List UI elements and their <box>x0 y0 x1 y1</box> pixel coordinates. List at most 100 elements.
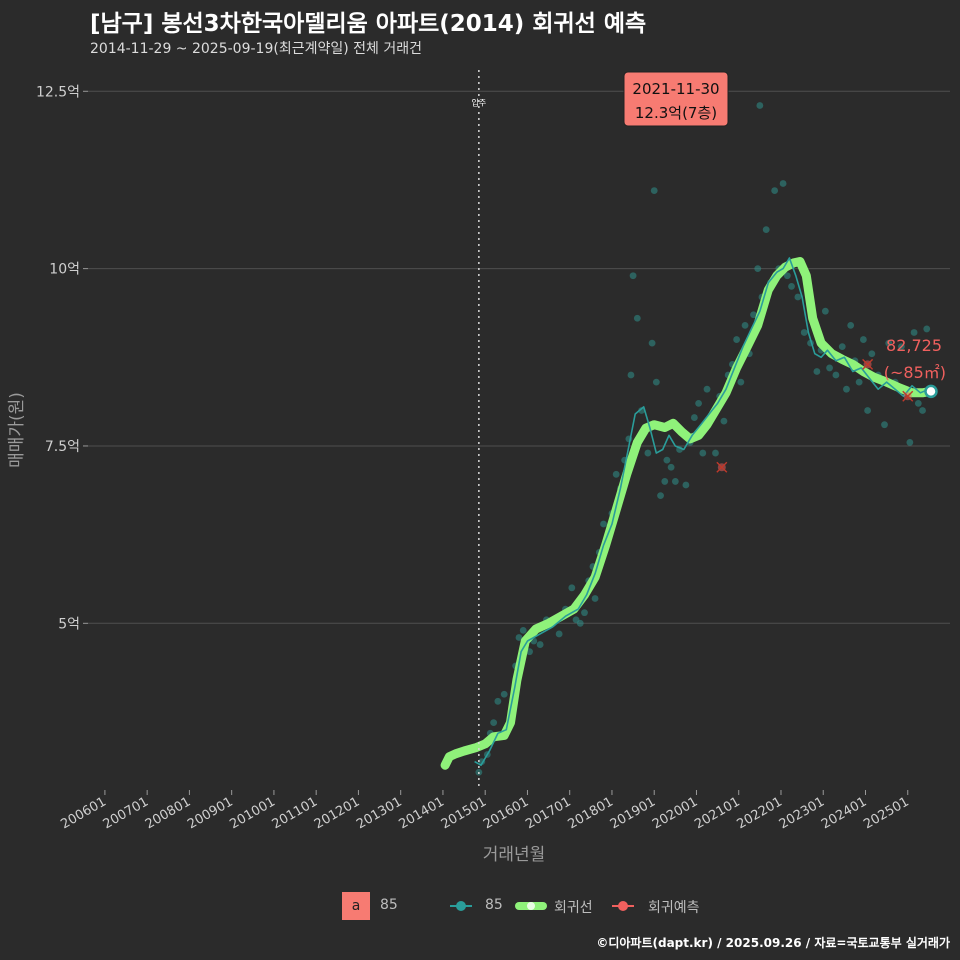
chart-title: [남구] 봉선3차한국아델리움 아파트(2014) 회귀선 예측 <box>90 11 647 37</box>
transaction-point <box>762 226 770 234</box>
transaction-point <box>682 481 690 489</box>
transaction-point <box>720 417 728 425</box>
x-tick-label: 200601 <box>58 794 108 832</box>
transaction-point <box>638 407 645 414</box>
transaction-point <box>555 630 563 638</box>
latest-point <box>924 384 938 399</box>
transaction-point <box>500 690 508 698</box>
transaction-point <box>568 584 576 592</box>
x-tick-label: 201201 <box>312 794 362 832</box>
transaction-point <box>648 339 656 347</box>
x-tick-label: 200701 <box>101 794 151 832</box>
legend-forecast-label: 회귀예측 <box>648 900 700 916</box>
y-tick-label: 7.5억 <box>45 439 80 455</box>
legend-forecast-dot <box>618 901 628 911</box>
y-tick-label: 5억 <box>58 616 80 632</box>
forecast-cross <box>902 390 914 402</box>
transaction-points <box>475 102 931 776</box>
transaction-point <box>629 272 637 280</box>
x-tick-label: 200901 <box>185 794 235 832</box>
transaction-point <box>906 439 914 446</box>
x-tick-label: 201401 <box>396 794 446 832</box>
series-85-line <box>474 257 930 766</box>
transaction-point <box>695 399 702 407</box>
transaction-point <box>657 492 664 500</box>
transaction-point <box>754 265 762 273</box>
transaction-point <box>661 478 669 485</box>
transaction-point <box>868 350 876 358</box>
x-axis-title: 거래년월 <box>483 845 546 865</box>
x-tick-label: 201101 <box>270 794 320 832</box>
transaction-point <box>741 321 749 329</box>
footer-credit: ©디아파트(dapt.kr) / 2025.09.26 / 자료=국토교통부 실… <box>596 936 950 950</box>
chart-subtitle: 2014-11-29 ~ 2025-09-19(최근계약일) 전체 거래건 <box>90 41 422 57</box>
transaction-point <box>494 697 502 705</box>
regression-path <box>440 257 936 770</box>
transaction-point <box>699 449 707 457</box>
legend-box-a: a <box>342 892 370 920</box>
x-tick-label: 202101 <box>692 794 742 832</box>
legend-regression-label: 회귀선 <box>554 900 593 916</box>
transaction-point <box>750 311 757 319</box>
callout-date: 2021-11-30 <box>632 80 719 98</box>
max-price-callout <box>623 71 729 127</box>
transaction-point <box>855 378 863 386</box>
grid-lines <box>88 90 950 624</box>
x-tick-label: 201301 <box>354 794 404 832</box>
series-85-path <box>474 257 930 766</box>
transaction-point <box>800 329 808 336</box>
transaction-point <box>671 478 679 485</box>
transaction-point <box>783 272 791 280</box>
transaction-point <box>779 180 787 187</box>
transaction-point <box>847 321 855 329</box>
transaction-point <box>600 520 607 528</box>
x-tick-label: 201901 <box>608 794 658 832</box>
transaction-point <box>650 187 658 194</box>
x-tick-label: 202401 <box>819 794 869 832</box>
transaction-point <box>515 634 523 641</box>
transaction-point <box>914 399 922 407</box>
transaction-point <box>663 456 671 464</box>
transaction-point <box>910 329 918 336</box>
forecast-cross <box>716 461 728 473</box>
transaction-point <box>652 378 660 386</box>
transaction-point <box>733 336 741 343</box>
transaction-point <box>644 449 652 457</box>
transaction-point <box>667 463 675 471</box>
transaction-point <box>832 371 840 379</box>
x-tick-label: 201001 <box>227 794 277 832</box>
transaction-point <box>536 641 544 648</box>
transaction-point <box>794 293 802 301</box>
transaction-point <box>813 368 821 375</box>
transaction-point <box>864 407 872 414</box>
legend-85-dot <box>456 901 466 911</box>
y-axis-title: 매매가(원) <box>7 392 27 468</box>
transaction-point <box>898 343 905 351</box>
transaction-point <box>843 385 850 393</box>
transaction-point <box>712 449 719 457</box>
transaction-point <box>885 339 893 347</box>
legend-box-label: 85 <box>380 897 398 913</box>
callout-price: 12.3억(7층) <box>635 104 717 122</box>
legend: a 85 85 회귀선 회귀예측 <box>0 891 960 921</box>
transaction-point <box>838 343 846 351</box>
transaction-point <box>821 307 829 315</box>
x-tick-label: 200801 <box>143 794 193 832</box>
transaction-point <box>690 414 698 421</box>
y-tick-label: 10억 <box>49 262 80 278</box>
forecast-cross <box>862 358 874 370</box>
transaction-point <box>581 609 588 617</box>
regression-line <box>440 257 936 770</box>
transaction-point <box>859 336 867 343</box>
transaction-point <box>633 314 641 322</box>
x-tick-label: 202301 <box>777 794 827 832</box>
transaction-point <box>627 371 635 379</box>
transaction-point <box>576 619 584 627</box>
legend-regression-dot <box>527 902 535 910</box>
x-tick-label: 201501 <box>439 794 489 832</box>
latest-value-label: 82,725 <box>886 336 942 355</box>
transaction-point <box>756 102 764 109</box>
transaction-point <box>737 378 745 386</box>
y-tick-label: 12.5억 <box>36 84 80 100</box>
